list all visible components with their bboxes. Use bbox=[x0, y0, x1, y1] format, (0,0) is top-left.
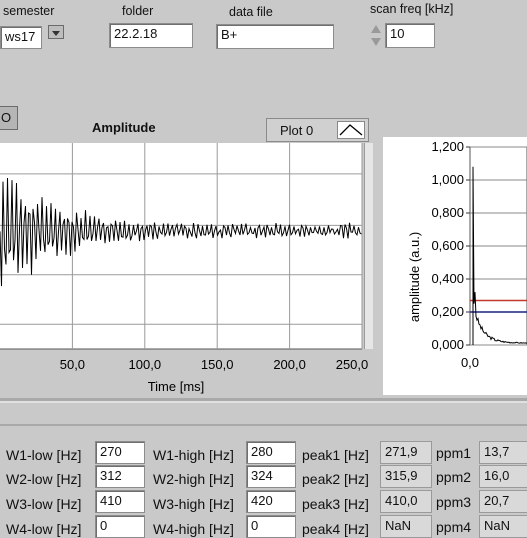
x-axis-label: Time [ms] bbox=[148, 379, 205, 394]
w3-peak-indicator: 410,0 bbox=[380, 490, 432, 513]
stop-button[interactable]: O bbox=[0, 106, 18, 130]
semester-field[interactable]: ws17 bbox=[0, 26, 42, 49]
chart-edge bbox=[364, 143, 373, 349]
folder-label: folder bbox=[122, 4, 154, 18]
w3-low-field[interactable]: 410 bbox=[95, 490, 145, 513]
plot-legend[interactable]: Plot 0 bbox=[266, 118, 369, 142]
x-tick-label: 200,0 bbox=[273, 357, 306, 372]
datafile-label: data file bbox=[229, 5, 273, 19]
w3-peak-label: peak3 [Hz] bbox=[302, 496, 369, 512]
w3-high-label: W3-high [Hz] bbox=[153, 496, 234, 512]
stepper-arrows-icon bbox=[371, 25, 381, 46]
panel-divider bbox=[0, 398, 527, 401]
semester-dropdown-button[interactable] bbox=[48, 25, 64, 39]
scanfreq-field[interactable]: 10 bbox=[385, 23, 435, 48]
y-tick-label: 0,200 bbox=[431, 304, 464, 319]
w4-ppm-indicator: NaN bbox=[479, 515, 527, 538]
x-tick-label: 250,0 bbox=[336, 357, 369, 372]
w2-ppm-indicator: 16,0 bbox=[479, 465, 527, 488]
y-tick-label: 0,600 bbox=[431, 238, 464, 253]
x-tick-label: 0,0 bbox=[461, 355, 479, 370]
panel-divider-2 bbox=[0, 424, 527, 426]
datafile-field[interactable]: B+ bbox=[216, 24, 334, 49]
amplitude-series-line bbox=[0, 177, 362, 287]
y-tick-label: 1,200 bbox=[431, 139, 464, 154]
w3-ppm-indicator: 20,7 bbox=[479, 490, 527, 513]
x-tick-label: 100,0 bbox=[129, 357, 162, 372]
w2-low-label: W2-low [Hz] bbox=[6, 471, 82, 487]
w1-low-field[interactable]: 270 bbox=[95, 441, 145, 464]
w1-low-label: W1-low [Hz] bbox=[6, 447, 82, 463]
y-tick-label: 1,000 bbox=[431, 172, 464, 187]
w4-high-field[interactable]: 0 bbox=[246, 515, 296, 538]
amplitude-chart: 50,0 100,0 150,0 200,0 250,0 Time [ms] bbox=[0, 143, 372, 399]
w1-ppm-indicator: 13,7 bbox=[479, 441, 527, 464]
w1-peak-label: peak1 [Hz] bbox=[302, 447, 369, 463]
spectrum-chart-panel: amplitude (a.u.) 1,200 1,000 0,800 0,600 0,4… bbox=[383, 137, 527, 395]
w3-low-label: W3-low [Hz] bbox=[6, 496, 82, 512]
y-tick-label: 0,000 bbox=[431, 337, 464, 352]
w1-high-field[interactable]: 280 bbox=[246, 441, 296, 464]
legend-label: Plot 0 bbox=[280, 123, 314, 138]
x-tick-label: 150,0 bbox=[201, 357, 234, 372]
x-tick-label: 50,0 bbox=[60, 357, 85, 372]
w4-low-field[interactable]: 0 bbox=[95, 515, 145, 538]
w2-peak-indicator: 315,9 bbox=[380, 465, 432, 488]
w4-low-label: W4-low [Hz] bbox=[6, 521, 82, 537]
w1-high-label: W1-high [Hz] bbox=[153, 447, 234, 463]
w2-high-label: W2-high [Hz] bbox=[153, 471, 234, 487]
y-tick-label: 0,800 bbox=[431, 205, 464, 220]
panel-divider-highlight bbox=[0, 401, 527, 403]
w1-ppm-label: ppm1 bbox=[436, 445, 472, 461]
w4-ppm-label: ppm4 bbox=[436, 519, 472, 535]
scanfreq-stepper[interactable] bbox=[369, 22, 383, 50]
amplitude-chart-title: Amplitude bbox=[92, 120, 156, 135]
w4-high-label: W4-high [Hz] bbox=[153, 521, 234, 537]
plot-area bbox=[0, 143, 362, 349]
y-tick-label: 0,400 bbox=[431, 271, 464, 286]
line-style-icon[interactable] bbox=[337, 121, 365, 139]
w2-high-field[interactable]: 324 bbox=[246, 465, 296, 488]
w3-ppm-label: ppm3 bbox=[436, 494, 472, 510]
y-axis-label: amplitude (a.u.) bbox=[407, 232, 422, 322]
scanfreq-label: scan freq [kHz] bbox=[370, 2, 454, 16]
w1-peak-indicator: 271,9 bbox=[380, 441, 432, 464]
w3-high-field[interactable]: 420 bbox=[246, 490, 296, 513]
w2-ppm-label: ppm2 bbox=[436, 469, 472, 485]
w2-peak-label: peak2 [Hz] bbox=[302, 471, 369, 487]
w4-peak-label: peak4 [Hz] bbox=[302, 521, 369, 537]
semester-label: semester bbox=[3, 4, 55, 18]
chevron-down-icon bbox=[52, 31, 60, 36]
w2-low-field[interactable]: 312 bbox=[95, 465, 145, 488]
folder-field[interactable]: 22.2.18 bbox=[109, 23, 193, 48]
spectrum-series-line bbox=[472, 166, 527, 345]
w4-peak-indicator: NaN bbox=[380, 515, 432, 538]
